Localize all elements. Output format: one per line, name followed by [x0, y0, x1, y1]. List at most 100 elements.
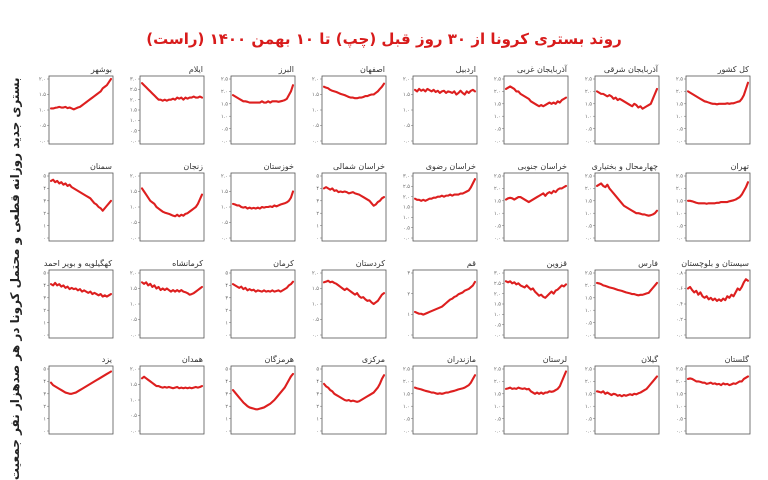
- series-line: [504, 280, 568, 299]
- y-tick-label: ۲.۰: [585, 379, 592, 385]
- y-tick-label: ۰.۰: [130, 236, 137, 242]
- series-line: [504, 184, 568, 204]
- y-tick-label: ۵: [43, 174, 46, 180]
- y-tick-label: ۲.۰: [494, 291, 501, 297]
- y-tick-label: ۱.۵: [403, 92, 410, 98]
- panel-frame: [48, 75, 114, 145]
- y-tick-label: ۰: [43, 333, 46, 339]
- y-tick-label: ۱.۵: [39, 92, 46, 98]
- y-tick-label: ۱.۰: [312, 302, 319, 308]
- y-tick-label: ۰.۵: [676, 126, 683, 132]
- panel: آذربایجان شرقی ۲.۵ ۲.۰ ۱.۵ ۱.۰ ۰.۵ ۰.۰: [585, 64, 660, 145]
- y-tick-label: ۱: [43, 416, 46, 422]
- y-tick-label: ۲.۰: [494, 186, 501, 192]
- panel-title: زنجان: [183, 162, 203, 171]
- y-tick-label: ۰.۵: [585, 223, 592, 229]
- panel-title: خراسان شمالی: [333, 162, 385, 171]
- panel-title: اردبیل: [456, 65, 476, 74]
- y-tick-label: ۵: [225, 271, 228, 277]
- y-tick-label: ۰.۰: [130, 429, 137, 435]
- y-tick-label: ۰.۰: [585, 429, 592, 435]
- y-tick-label: ۰.۵: [494, 416, 501, 422]
- y-tick-label: ۲.۰: [312, 77, 319, 83]
- y-tick-label: ۱.۰: [585, 404, 592, 410]
- y-tick-label: ۳: [316, 199, 319, 205]
- y-tick-label: ۰.۵: [130, 128, 137, 134]
- y-tick-label: ۱.۰: [585, 114, 592, 120]
- panel-frame: [230, 75, 296, 145]
- panel-title: فارس: [638, 259, 658, 268]
- panel-title: اصفهان: [360, 65, 385, 74]
- panel-frame: [321, 269, 387, 339]
- y-tick-label: ۲.۵: [130, 87, 137, 93]
- y-tick-label: ۰.۴: [676, 302, 683, 308]
- y-tick-label: ۱: [316, 223, 319, 229]
- panel-frame: [685, 172, 751, 242]
- y-tick-label: ۴: [225, 379, 228, 385]
- y-tick-label: ۰.۰: [585, 236, 592, 242]
- y-tick-label: ۰.۰: [494, 236, 501, 242]
- y-tick-label: ۲.۰: [130, 271, 137, 277]
- y-tick-label: ۱.۵: [312, 286, 319, 292]
- y-tick-label: ۱.۵: [494, 199, 501, 205]
- y-tick-label: ۱.۵: [585, 392, 592, 398]
- panel: مرکزی ۵ ۴ ۳ ۲ ۱ ۰: [316, 355, 387, 435]
- y-tick-label: ۰.۵: [494, 126, 501, 132]
- y-tick-label: ۲.۰: [676, 89, 683, 95]
- series-line: [49, 178, 113, 212]
- panel: سمنان ۵ ۴ ۳ ۲ ۱ ۰: [43, 162, 114, 242]
- figure-title: روند بستری کرونا از ۳۰ روز قبل (چپ) تا ۱…: [146, 30, 622, 48]
- y-tick-label: ۱.۵: [585, 102, 592, 108]
- panel-title: بوشهر: [90, 65, 112, 74]
- y-tick-label: ۰.۰: [494, 429, 501, 435]
- panel-frame: [48, 172, 114, 242]
- y-tick-label: ۲.۰: [585, 186, 592, 192]
- y-tick-label: ۰.۰: [312, 333, 319, 339]
- y-tick-label: ۰.۸: [676, 271, 683, 277]
- series-line: [686, 375, 750, 387]
- panel-frame: [685, 75, 751, 145]
- panel-frame: [48, 365, 114, 435]
- y-tick-label: ۱.۰: [403, 215, 410, 221]
- panel-title: همدان: [182, 355, 203, 364]
- series-line: [413, 374, 477, 395]
- panel-frame: [594, 365, 660, 435]
- panel-frame: [412, 365, 478, 435]
- series-line: [413, 178, 477, 202]
- y-tick-label: ۰.۵: [494, 322, 501, 328]
- panel-title: کردستان: [356, 259, 385, 268]
- y-tick-label: ۱.۵: [221, 189, 228, 195]
- series-line: [322, 374, 386, 403]
- y-tick-label: ۴: [225, 283, 228, 289]
- y-tick-label: ۰.۵: [676, 416, 683, 422]
- y-tick-label: ۰: [316, 236, 319, 242]
- y-tick-label: ۲.۵: [403, 184, 410, 190]
- y-tick-label: ۱.۰: [221, 205, 228, 211]
- y-tick-label: ۵: [43, 271, 46, 277]
- panel-frame: [685, 269, 751, 339]
- y-tick-label: ۴: [43, 379, 46, 385]
- y-tick-label: ۳: [225, 296, 228, 302]
- y-tick-label: ۳: [407, 271, 410, 277]
- y-tick-label: ۲.۰: [221, 89, 228, 95]
- panel-frame: [230, 269, 296, 339]
- panel: گلستان ۲.۵ ۲.۰ ۱.۵ ۱.۰ ۰.۵ ۰.۰: [676, 354, 751, 435]
- y-tick-label: ۰.۵: [403, 225, 410, 231]
- y-tick-label: ۰: [225, 333, 228, 339]
- panel: ایلام ۳.۰ ۲.۵ ۲.۰ ۱.۵ ۱.۰ ۰.۵ ۰.۰: [130, 65, 205, 145]
- y-tick-label: ۱.۵: [494, 302, 501, 308]
- series-line: [686, 278, 750, 302]
- panel-title: آذربایجان غربی: [517, 64, 568, 74]
- y-tick-label: ۰.۰: [130, 139, 137, 145]
- y-tick-label: ۲.۰: [39, 77, 46, 83]
- series-line: [595, 375, 659, 398]
- panel-title: سیستان و بلوچستان: [681, 259, 749, 268]
- panel-title: سمنان: [90, 162, 112, 171]
- y-tick-label: ۰: [316, 429, 319, 435]
- panel: خراسان شمالی ۵ ۴ ۳ ۲ ۱ ۰: [316, 162, 387, 242]
- panel: فارس ۲.۵ ۲.۰ ۱.۵ ۱.۰ ۰.۵ ۰.۰: [585, 259, 660, 339]
- panel-title: گیلان: [641, 354, 658, 364]
- y-tick-label: ۳: [43, 199, 46, 205]
- y-tick-label: ۰.۰: [676, 139, 683, 145]
- y-tick-label: ۵: [225, 367, 228, 373]
